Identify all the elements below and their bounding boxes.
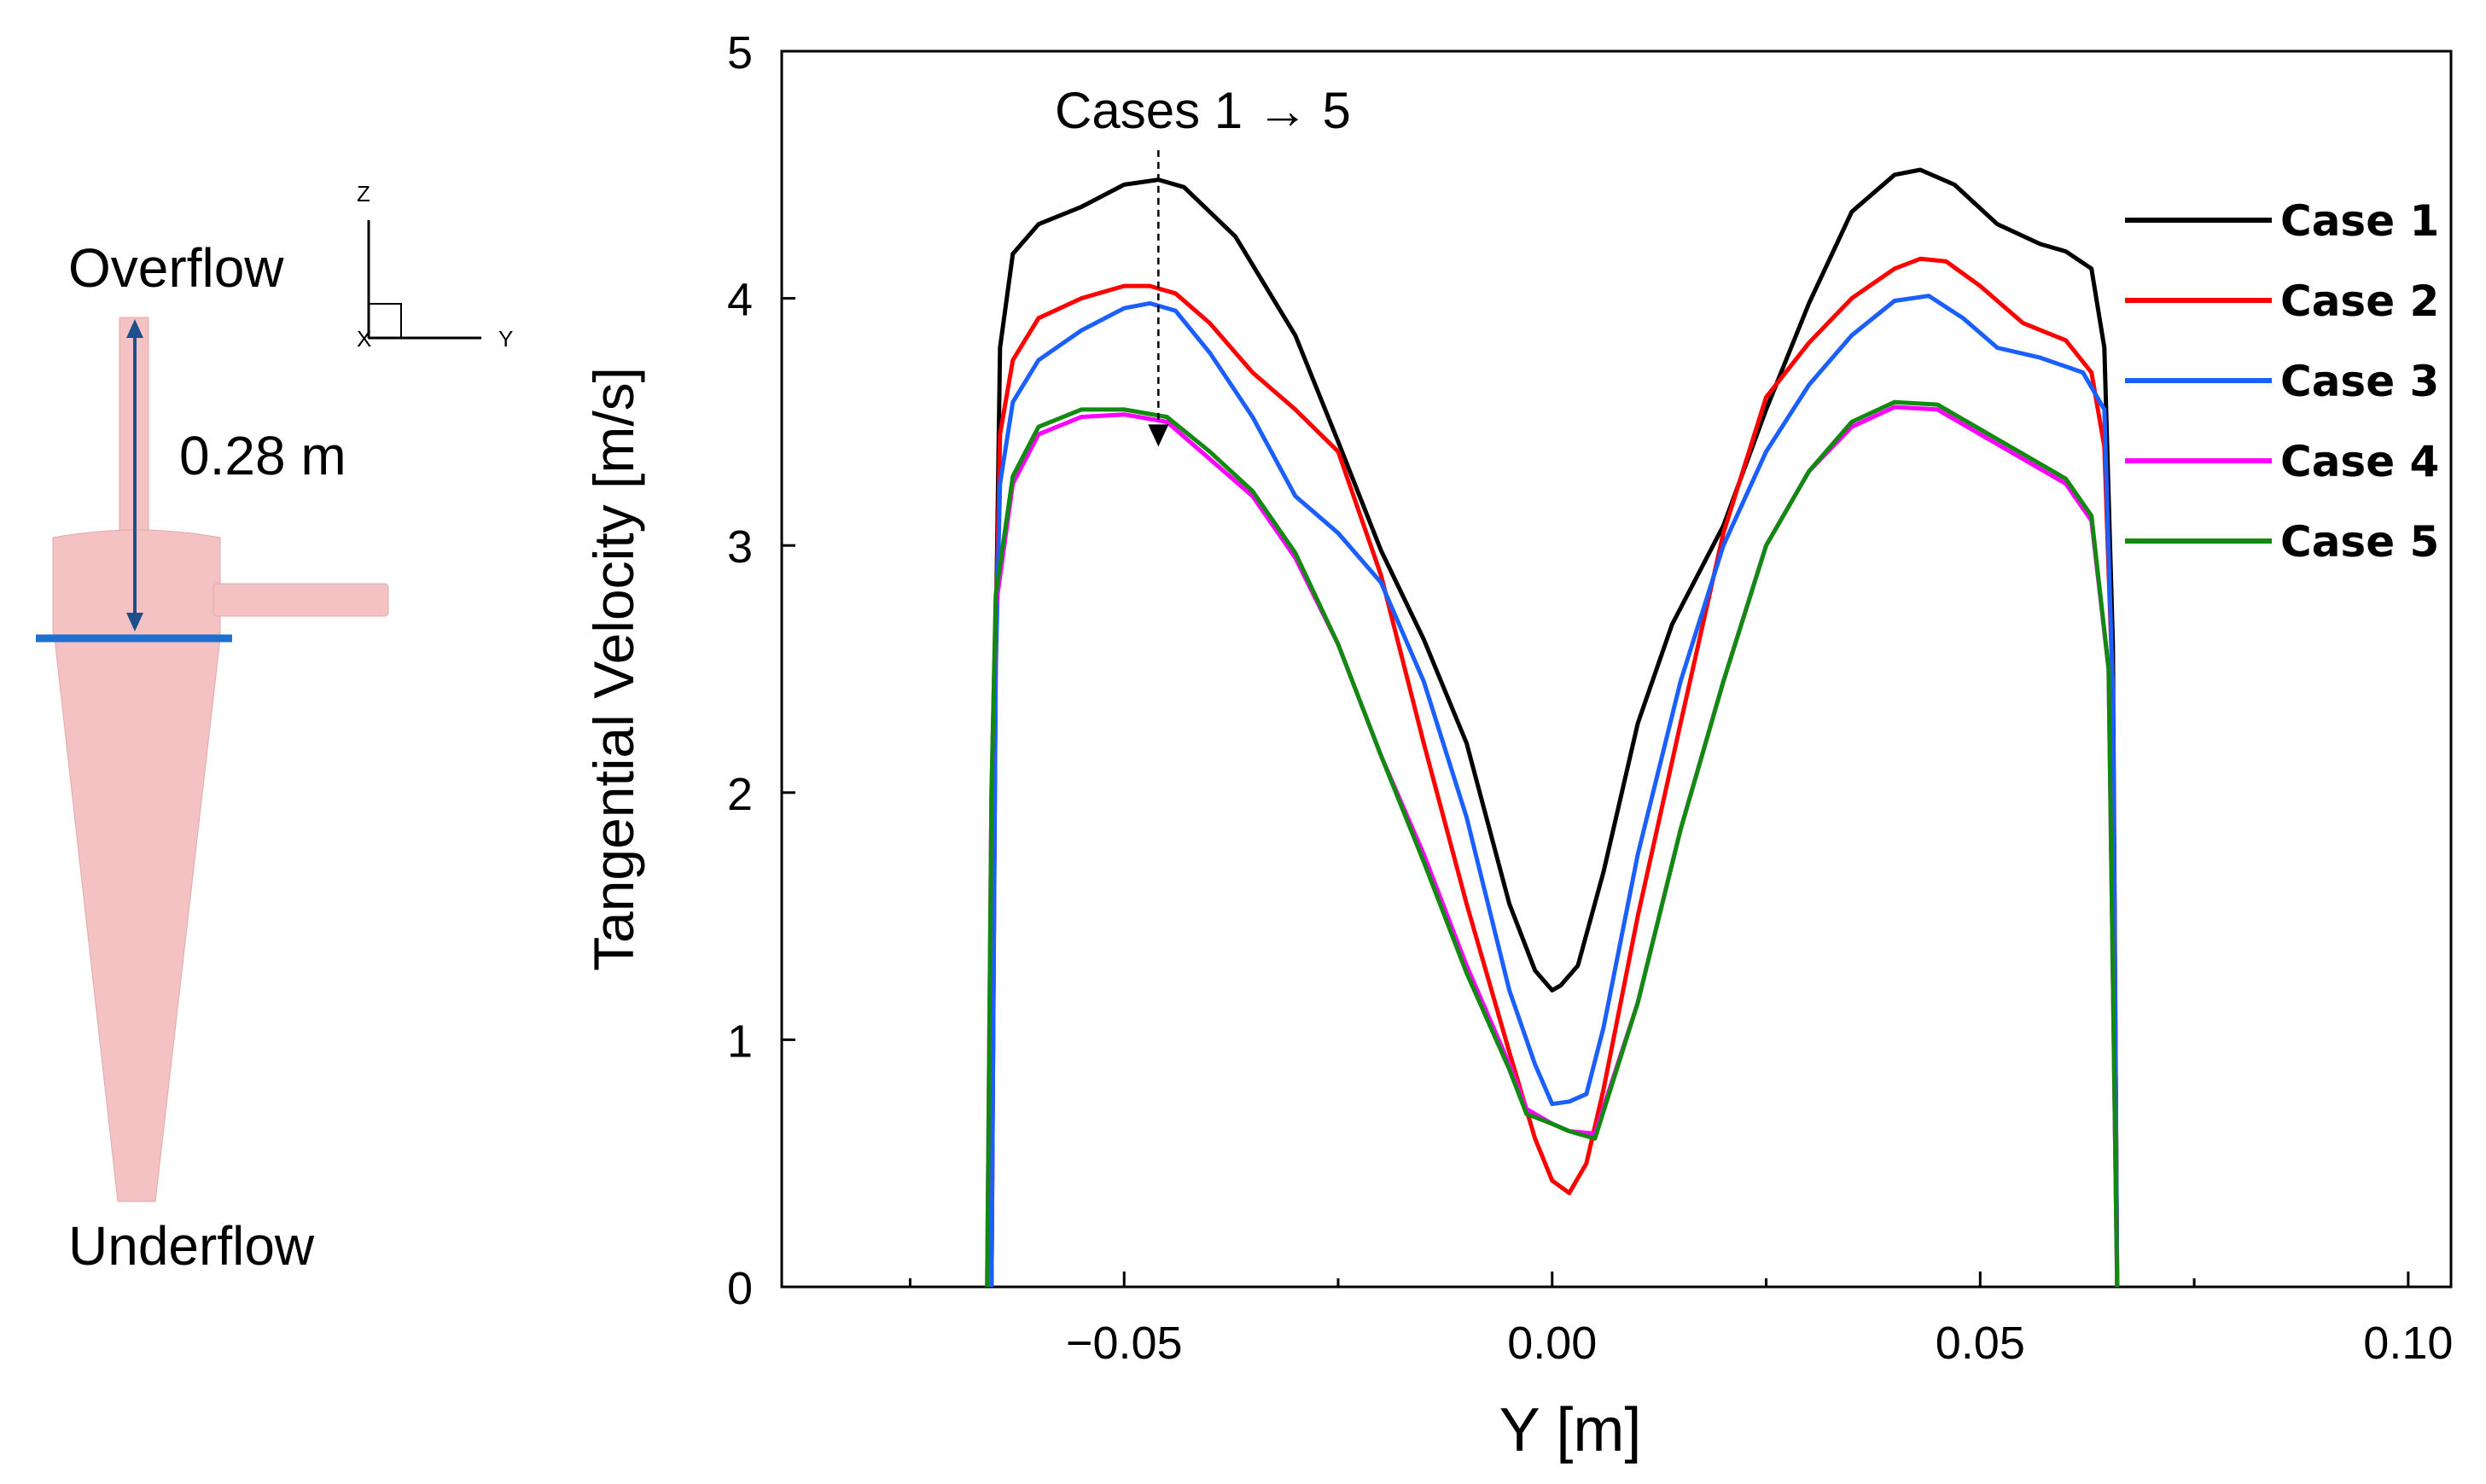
coordinate-axes-icon: Z X Y — [357, 181, 513, 352]
x-tick-label: 0.05 — [1936, 1318, 2025, 1369]
y-tick-label: 3 — [727, 521, 753, 573]
x-tick-label: 0.10 — [2363, 1318, 2453, 1369]
y-axis-title: Tangential Velocity [m/s] — [582, 367, 645, 971]
axis-x-label: X — [357, 326, 371, 352]
series-line-case-2 — [989, 256, 2120, 1288]
legend-label-case-2: Case 2 — [2280, 276, 2439, 326]
series-line-case-5 — [985, 399, 2120, 1288]
plot-frame — [780, 49, 2453, 1289]
dimension-label: 0.28 m — [179, 425, 346, 486]
y-tick-label: 2 — [727, 769, 753, 820]
axis-z-label: Z — [357, 181, 370, 207]
cone-body — [54, 637, 221, 1202]
axis-ticks: 0 1 2 3 4 5 −0.05 0.00 0.05 0.10 — [727, 27, 2453, 1369]
x-tick-label: −0.05 — [1066, 1318, 1183, 1369]
x-tick-label: 0.00 — [1507, 1318, 1597, 1369]
annotation-arrow-head — [1148, 424, 1169, 447]
hydrocyclone-schematic: Overflow 0.28 m Underflow Z X Y — [36, 181, 513, 1277]
series-layer — [985, 167, 2120, 1288]
y-tick-label: 1 — [727, 1016, 753, 1067]
dimension-arrow — [126, 319, 143, 631]
y-tick-label: 4 — [727, 275, 753, 326]
inlet-pipe — [213, 583, 389, 617]
x-axis-title: Y [m] — [1499, 1396, 1642, 1464]
overflow-label: Overflow — [68, 237, 284, 299]
y-tick-label: 0 — [727, 1263, 753, 1314]
series-line-case-1 — [989, 167, 2120, 1288]
underflow-label: Underflow — [68, 1215, 315, 1277]
series-line-case-3 — [989, 294, 2120, 1288]
y-tick-label: 5 — [727, 27, 753, 79]
legend-label-case-1: Case 1 — [2280, 196, 2439, 246]
series-line-case-4 — [985, 404, 2120, 1288]
legend-label-case-4: Case 4 — [2280, 437, 2439, 486]
tangential-velocity-chart: 0 1 2 3 4 5 −0.05 0.00 0.05 0.10 Y [m] Tangential… — [582, 27, 2453, 1464]
axis-y-label: Y — [498, 326, 513, 352]
legend-label-case-3: Case 3 — [2280, 357, 2439, 406]
cases-annotation-arrow — [1148, 149, 1169, 447]
legend-label-case-5: Case 5 — [2280, 517, 2439, 567]
legend: Case 1 Case 2 Case 3 Case 4 Case 5 — [2125, 196, 2439, 567]
cases-annotation: Cases 1 → 5 — [1055, 82, 1351, 139]
